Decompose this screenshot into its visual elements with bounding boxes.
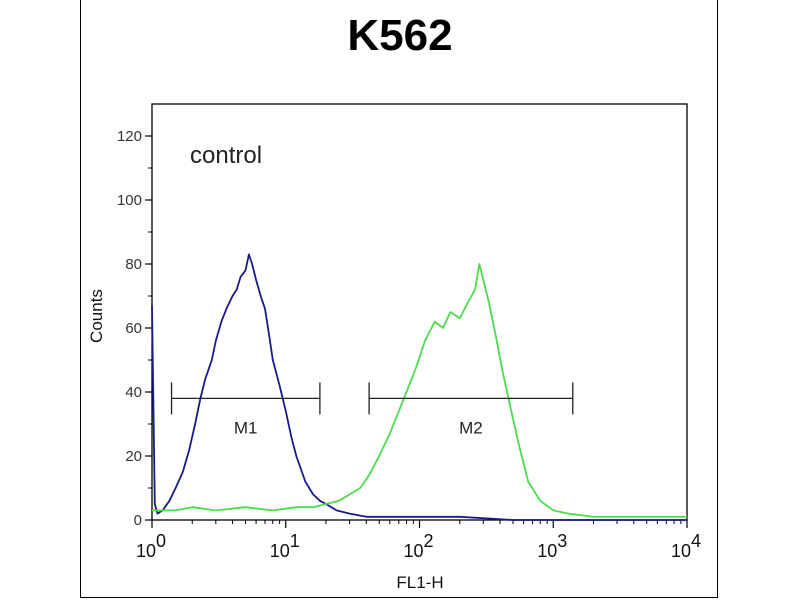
y-tick-label: 100: [117, 192, 142, 209]
x-tick-label: 10: [671, 541, 691, 561]
gates-group: M1 M2: [170, 382, 574, 437]
x-tick-exponent: 0: [156, 531, 166, 551]
y-tick-label: 60: [125, 320, 142, 337]
histogram-series-2: [152, 263, 687, 518]
y-tick-label: 40: [125, 384, 142, 401]
x-tick-label: 10: [136, 541, 156, 561]
x-tick-exponent: 2: [423, 531, 433, 551]
y-axis: 0 20 40 60 80 100 120: [117, 128, 152, 529]
series-group: [151, 253, 687, 521]
y-tick-label: 120: [117, 128, 142, 145]
x-tick-label: 10: [403, 541, 423, 561]
x-axis-label: FL1-H: [396, 573, 443, 592]
gate-label: M1: [234, 418, 258, 437]
x-tick-label: 10: [270, 541, 290, 561]
plot-frame: [80, 0, 718, 598]
x-tick-label: 10: [537, 541, 557, 561]
x-axis: 10 0 10 1 10 2 10 3 10 4: [136, 520, 701, 561]
gate-label: M2: [459, 418, 483, 437]
y-tick-label: 0: [134, 512, 142, 529]
control-annotation: control: [190, 142, 262, 169]
x-tick-exponent: 3: [557, 531, 567, 551]
y-axis-label: Counts: [87, 289, 106, 343]
chart-title: K562: [347, 11, 452, 60]
x-tick-exponent: 4: [691, 531, 701, 551]
y-tick-label: 80: [125, 256, 142, 273]
histogram-series-1: [151, 253, 687, 521]
x-tick-exponent: 1: [290, 531, 300, 551]
y-tick-label: 20: [125, 448, 142, 465]
